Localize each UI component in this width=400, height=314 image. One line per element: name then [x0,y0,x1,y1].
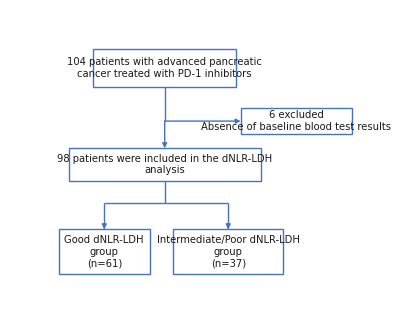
Text: 104 patients with advanced pancreatic
cancer treated with PD-1 inhibitors: 104 patients with advanced pancreatic ca… [67,57,262,79]
FancyBboxPatch shape [94,49,236,87]
Text: 98 patients were included in the dNLR-LDH
analysis: 98 patients were included in the dNLR-LD… [57,154,272,176]
Text: Intermediate/Poor dNLR-LDH
group
(n=37): Intermediate/Poor dNLR-LDH group (n=37) [157,235,300,268]
FancyBboxPatch shape [241,108,352,134]
FancyBboxPatch shape [58,229,150,274]
FancyBboxPatch shape [173,229,283,274]
Text: 6 excluded
Absence of baseline blood test results: 6 excluded Absence of baseline blood tes… [202,110,392,132]
Text: Good dNLR-LDH
group
(n=61): Good dNLR-LDH group (n=61) [64,235,144,268]
FancyBboxPatch shape [69,148,261,181]
